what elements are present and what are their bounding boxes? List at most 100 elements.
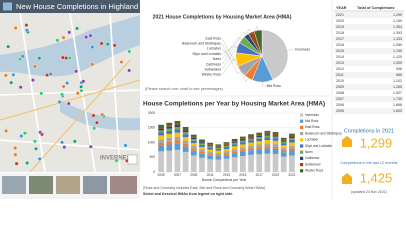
- map-marker[interactable]: [18, 57, 23, 62]
- bar-segment[interactable]: [223, 143, 230, 145]
- map-marker[interactable]: [75, 26, 80, 31]
- bar-segment[interactable]: [190, 136, 197, 138]
- map-marker[interactable]: [45, 73, 50, 78]
- map-marker[interactable]: [60, 55, 65, 60]
- map-marker[interactable]: [20, 54, 25, 59]
- bar-segment[interactable]: [256, 138, 263, 142]
- bar-segment[interactable]: [264, 146, 271, 149]
- bar-segment[interactable]: [174, 125, 181, 128]
- bar-segment[interactable]: [158, 128, 164, 131]
- bar-segment[interactable]: [207, 154, 214, 156]
- map-marker[interactable]: [105, 42, 110, 47]
- bar-segment[interactable]: [223, 144, 230, 146]
- bar-segment[interactable]: [166, 128, 173, 131]
- map-marker[interactable]: [55, 38, 60, 43]
- map-marker[interactable]: [112, 43, 117, 48]
- bar-segment[interactable]: [215, 145, 222, 147]
- bar-segment[interactable]: [280, 145, 287, 149]
- bar-segment[interactable]: [215, 146, 222, 148]
- map-marker[interactable]: [13, 25, 18, 30]
- bar-segment[interactable]: [239, 156, 246, 172]
- map-marker[interactable]: [72, 139, 77, 144]
- bar-segment[interactable]: [272, 136, 279, 139]
- bar-segment[interactable]: [248, 145, 254, 149]
- map-marker[interactable]: [67, 30, 72, 35]
- bar-segment[interactable]: [166, 125, 173, 127]
- bar-segment[interactable]: [248, 142, 254, 146]
- bar-segment[interactable]: [190, 148, 197, 151]
- bar-segment[interactable]: [239, 142, 246, 145]
- map-marker[interactable]: [22, 131, 27, 136]
- map-marker[interactable]: [30, 78, 35, 83]
- bar-segment[interactable]: [280, 141, 287, 144]
- bar-segment[interactable]: [248, 154, 254, 172]
- legend-label[interactable]: East Ross: [305, 125, 320, 129]
- bar-segment[interactable]: [248, 150, 254, 155]
- bar-segment[interactable]: [199, 141, 205, 143]
- bar-segment[interactable]: [239, 147, 246, 150]
- legend-label[interactable]: Wester Ross: [305, 169, 324, 173]
- map-marker[interactable]: [18, 85, 23, 90]
- photo[interactable]: [56, 176, 80, 194]
- bar-segment[interactable]: [272, 138, 279, 141]
- bar-segment[interactable]: [182, 129, 189, 131]
- bar-segment[interactable]: [248, 134, 254, 136]
- bar-segment[interactable]: [272, 148, 279, 155]
- bar-segment[interactable]: [207, 159, 214, 172]
- bar-segment[interactable]: [289, 155, 295, 172]
- map[interactable]: INVERNESS: [0, 13, 140, 172]
- bar-segment[interactable]: [289, 138, 295, 140]
- bar-segment[interactable]: [166, 126, 173, 129]
- bar-segment[interactable]: [272, 133, 279, 136]
- bar-segment[interactable]: [182, 137, 189, 141]
- bar-segment[interactable]: [174, 149, 181, 172]
- bar-segment[interactable]: [239, 139, 246, 141]
- bar-segment[interactable]: [231, 146, 238, 150]
- bar-segment[interactable]: [190, 137, 197, 140]
- map-marker[interactable]: [84, 35, 89, 40]
- bar-segment[interactable]: [231, 140, 238, 142]
- bar-segment[interactable]: [272, 135, 279, 137]
- bar-segment[interactable]: [272, 154, 279, 172]
- bar-segment[interactable]: [199, 139, 205, 142]
- bar-segment[interactable]: [158, 142, 164, 146]
- bar-segment[interactable]: [199, 143, 205, 145]
- bar-segment[interactable]: [231, 144, 238, 147]
- legend-label[interactable]: Caithness: [305, 156, 320, 160]
- bar-segment[interactable]: [199, 149, 205, 152]
- bar-segment[interactable]: [248, 135, 254, 138]
- bar-segment[interactable]: [182, 143, 189, 147]
- bar-segment[interactable]: [264, 137, 271, 140]
- bar-segment[interactable]: [248, 137, 254, 139]
- bar-segment[interactable]: [280, 137, 287, 140]
- map-marker[interactable]: [100, 112, 105, 117]
- map-marker[interactable]: [91, 113, 96, 118]
- bar-segment[interactable]: [231, 151, 238, 154]
- bar-segment[interactable]: [272, 146, 279, 149]
- bar-segment[interactable]: [182, 132, 189, 135]
- bar-segment[interactable]: [190, 155, 197, 172]
- map-marker[interactable]: [6, 44, 11, 49]
- bar-segment[interactable]: [166, 150, 173, 172]
- bar-segment[interactable]: [272, 144, 279, 147]
- map-marker[interactable]: [32, 139, 37, 144]
- bar-segment[interactable]: [264, 134, 271, 136]
- bar-segment[interactable]: [174, 127, 181, 130]
- bar-segment[interactable]: [280, 139, 287, 141]
- map-marker[interactable]: [34, 146, 39, 151]
- map-marker[interactable]: [127, 49, 132, 54]
- bar-segment[interactable]: [239, 149, 246, 152]
- map-marker[interactable]: [127, 68, 132, 73]
- bar-segment[interactable]: [207, 155, 214, 160]
- map-marker[interactable]: [99, 41, 104, 46]
- map-marker[interactable]: [24, 28, 29, 33]
- bar-segment[interactable]: [215, 156, 222, 160]
- map-marker[interactable]: [38, 130, 43, 135]
- bar-segment[interactable]: [182, 146, 189, 152]
- pie-slice[interactable]: [261, 29, 289, 80]
- bar-segment[interactable]: [166, 137, 173, 142]
- bar-segment[interactable]: [231, 141, 238, 143]
- bar-segment[interactable]: [199, 151, 205, 154]
- legend-label[interactable]: Badenoch and Strathspey: [305, 131, 342, 135]
- legend-swatch[interactable]: [300, 125, 304, 129]
